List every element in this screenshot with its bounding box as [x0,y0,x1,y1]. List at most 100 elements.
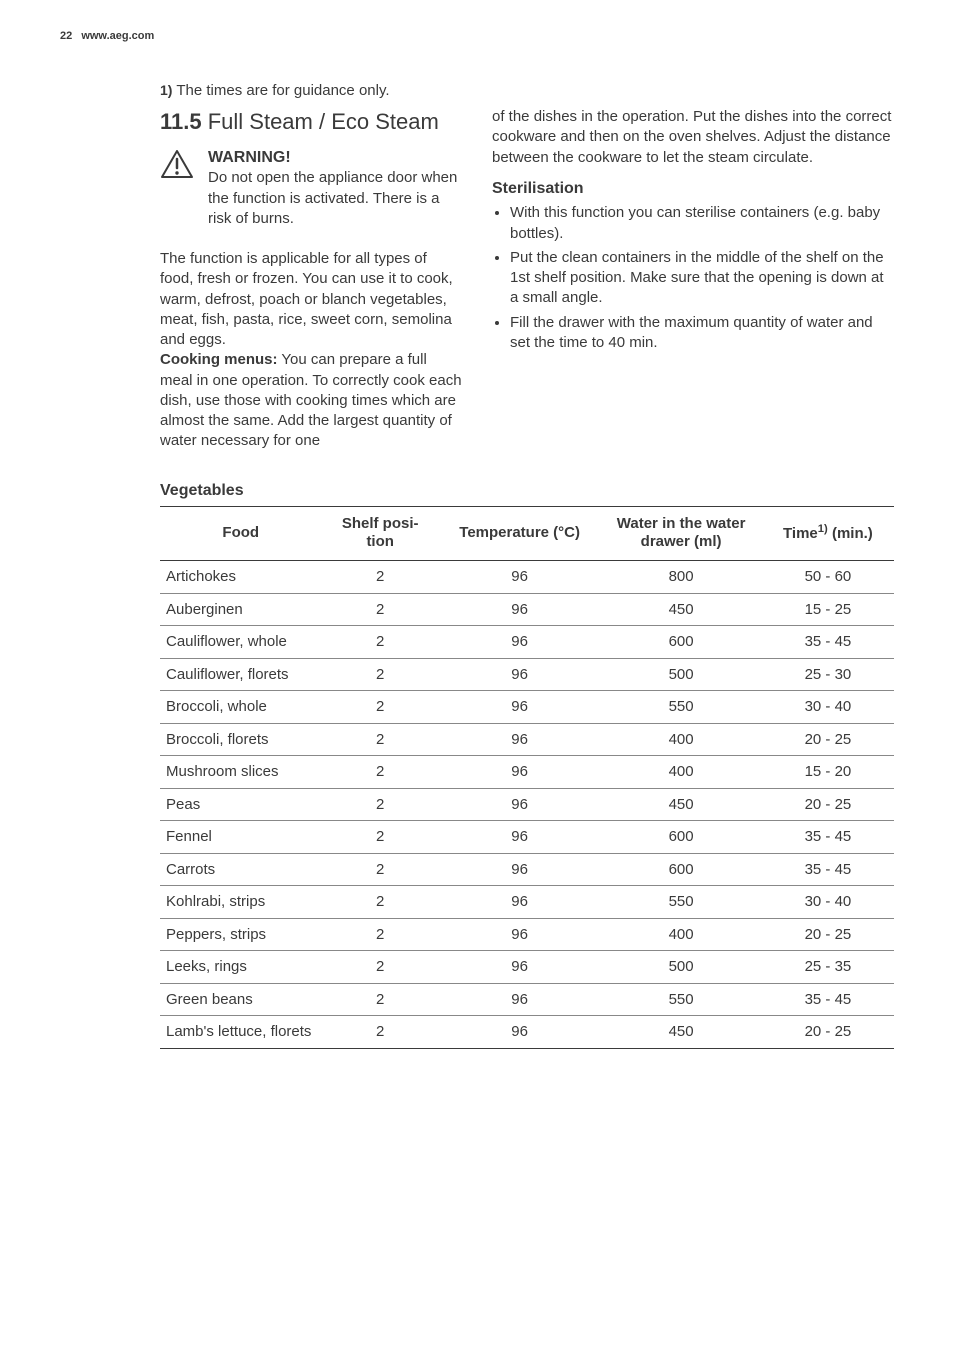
cell-shelf: 2 [321,853,438,886]
section-number: 11.5 [160,109,202,134]
table-row: Peas29645020 - 25 [160,788,894,821]
section-heading: 11.5 Full Steam / Eco Steam [160,107,462,137]
cell-time: 35 - 45 [762,983,894,1016]
cell-temp: 96 [439,561,600,594]
list-item: Put the clean containers in the middle o… [510,248,894,309]
table-row: Fennel29660035 - 45 [160,821,894,854]
footnote-marker: 1) [160,82,172,98]
vegetables-table: Food Shelf posi-tion Temperature (°C) Wa… [160,506,894,1049]
sterilisation-list: With this function you can sterilise con… [492,203,894,353]
cell-water: 600 [600,853,761,886]
cell-shelf: 2 [321,918,438,951]
cell-time: 15 - 20 [762,756,894,789]
cell-time: 20 - 25 [762,723,894,756]
cell-water: 800 [600,561,761,594]
cell-shelf: 2 [321,691,438,724]
table-title: Vegetables [160,482,894,500]
cooking-menus-label: Cooking menus: [160,351,278,368]
table-row: Kohlrabi, strips29655030 - 40 [160,886,894,919]
cell-food: Peas [160,788,321,821]
table-row: Leeks, rings29650025 - 35 [160,951,894,984]
cell-temp: 96 [439,853,600,886]
cell-shelf: 2 [321,756,438,789]
cell-time: 35 - 45 [762,821,894,854]
footnote-text: The times are for guidance only. [172,82,389,99]
warning-title: WARNING! [208,147,462,169]
cell-food: Cauliflower, whole [160,626,321,659]
footnote: 1) The times are for guidance only. [160,82,894,99]
cell-time: 25 - 35 [762,951,894,984]
table-row: Broccoli, whole29655030 - 40 [160,691,894,724]
cell-temp: 96 [439,658,600,691]
cell-water: 450 [600,788,761,821]
list-item: Fill the drawer with the maximum quantit… [510,313,894,354]
table-row: Green beans29655035 - 45 [160,983,894,1016]
table-row: Lamb's lettuce, florets29645020 - 25 [160,1016,894,1049]
table-row: Carrots29660035 - 45 [160,853,894,886]
cell-food: Green beans [160,983,321,1016]
cell-time: 25 - 30 [762,658,894,691]
cell-time: 20 - 25 [762,918,894,951]
cell-food: Broccoli, whole [160,691,321,724]
sterilisation-heading: Sterilisation [492,178,894,200]
cell-temp: 96 [439,756,600,789]
cell-food: Auberginen [160,593,321,626]
cell-food: Kohlrabi, strips [160,886,321,919]
left-paragraph-2: Cooking menus: You can prepare a full me… [160,350,462,451]
cell-shelf: 2 [321,821,438,854]
cell-time: 50 - 60 [762,561,894,594]
cell-temp: 96 [439,951,600,984]
warning-body: Do not open the appliance door when the … [208,168,462,229]
cell-temp: 96 [439,1016,600,1049]
cell-temp: 96 [439,886,600,919]
table-row: Peppers, strips29640020 - 25 [160,918,894,951]
cell-shelf: 2 [321,983,438,1016]
cell-time: 35 - 45 [762,853,894,886]
right-continuation: of the dishes in the operation. Put the … [492,107,894,168]
cell-time: 20 - 25 [762,1016,894,1049]
cell-time: 30 - 40 [762,691,894,724]
cell-food: Peppers, strips [160,918,321,951]
cell-shelf: 2 [321,561,438,594]
site-url: www.aeg.com [81,30,154,42]
table-row: Mushroom slices29640015 - 20 [160,756,894,789]
cell-shelf: 2 [321,951,438,984]
cell-water: 500 [600,951,761,984]
cell-shelf: 2 [321,593,438,626]
cell-shelf: 2 [321,886,438,919]
warning-block: WARNING! Do not open the appliance door … [160,147,462,229]
cell-food: Leeks, rings [160,951,321,984]
cell-food: Artichokes [160,561,321,594]
cell-temp: 96 [439,788,600,821]
cell-temp: 96 [439,593,600,626]
cell-time: 20 - 25 [762,788,894,821]
warning-icon [160,149,194,185]
cell-food: Cauliflower, florets [160,658,321,691]
table-header-row: Food Shelf posi-tion Temperature (°C) Wa… [160,506,894,561]
cell-time: 30 - 40 [762,886,894,919]
col-water: Water in the water drawer (ml) [600,506,761,561]
cell-shelf: 2 [321,788,438,821]
page-header: 22 www.aeg.com [60,30,894,42]
col-time: Time1) (min.) [762,506,894,561]
page-number: 22 [60,30,72,42]
cell-temp: 96 [439,691,600,724]
cell-temp: 96 [439,983,600,1016]
cell-temp: 96 [439,723,600,756]
cell-water: 550 [600,983,761,1016]
cell-time: 15 - 25 [762,593,894,626]
cell-shelf: 2 [321,658,438,691]
cell-shelf: 2 [321,723,438,756]
cell-water: 600 [600,626,761,659]
cell-water: 450 [600,593,761,626]
cell-water: 600 [600,821,761,854]
col-food: Food [160,506,321,561]
cell-water: 550 [600,691,761,724]
cell-temp: 96 [439,918,600,951]
col-shelf: Shelf posi-tion [321,506,438,561]
table-row: Cauliflower, florets29650025 - 30 [160,658,894,691]
cell-shelf: 2 [321,1016,438,1049]
left-paragraph-1: The function is applicable for all types… [160,249,462,350]
cell-food: Lamb's lettuce, florets [160,1016,321,1049]
cell-food: Carrots [160,853,321,886]
